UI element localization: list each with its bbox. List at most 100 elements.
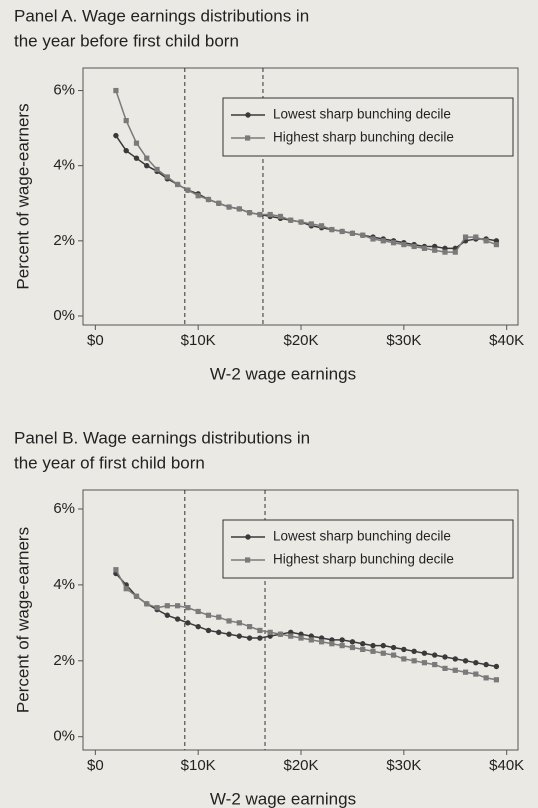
marker — [483, 661, 489, 668]
marker — [473, 234, 479, 240]
marker — [154, 605, 160, 611]
marker — [246, 210, 253, 216]
legend-marker — [245, 534, 251, 540]
marker — [133, 140, 140, 146]
marker — [349, 644, 356, 651]
marker — [236, 620, 242, 626]
legend-label: Highest sharp bunching decile — [273, 552, 454, 567]
marker — [185, 187, 191, 193]
x-tick-label: $40K — [489, 757, 524, 774]
x-tick-label: $30K — [386, 332, 421, 349]
marker — [493, 241, 500, 248]
y-axis-label: Percent of wage-earners — [13, 527, 32, 713]
marker — [288, 633, 294, 639]
marker — [318, 639, 325, 645]
marker — [277, 213, 284, 220]
marker — [462, 669, 469, 675]
marker — [298, 635, 304, 641]
marker — [257, 635, 263, 641]
marker — [205, 627, 212, 634]
x-tick-label: $0 — [87, 757, 104, 774]
y-tick-label: 2% — [53, 652, 75, 669]
marker — [339, 643, 345, 649]
x-tick-label: $40K — [489, 332, 524, 349]
marker — [442, 665, 448, 671]
marker — [493, 663, 500, 670]
marker — [267, 629, 273, 635]
x-tick-label: $20K — [283, 757, 318, 774]
marker — [288, 217, 294, 223]
marker — [308, 637, 314, 643]
marker — [329, 641, 335, 647]
marker — [452, 656, 458, 662]
plot-frame — [82, 67, 519, 326]
marker — [401, 656, 407, 662]
marker — [205, 612, 212, 618]
marker — [226, 618, 232, 624]
marker — [123, 118, 129, 124]
marker — [174, 616, 181, 622]
marker — [452, 667, 458, 673]
x-tick-label: $20K — [283, 332, 318, 349]
marker — [205, 196, 212, 203]
marker — [380, 650, 386, 656]
x-tick-label: $30K — [386, 757, 421, 774]
legend-label: Lowest sharp bunching decile — [273, 107, 451, 122]
marker — [411, 658, 417, 664]
marker — [144, 155, 150, 161]
chart-title: the year before first child born — [14, 31, 239, 50]
marker — [298, 219, 304, 225]
y-tick-label: 4% — [53, 157, 75, 174]
marker — [113, 132, 119, 139]
marker — [246, 635, 253, 641]
marker — [452, 249, 458, 255]
legend-box — [222, 519, 514, 579]
marker — [113, 87, 119, 94]
legend-box — [222, 97, 514, 157]
marker — [360, 641, 366, 647]
marker — [390, 644, 397, 651]
chart-title: Panel B. Wage earnings distributions in — [14, 428, 310, 447]
marker — [226, 631, 232, 637]
marker — [421, 660, 428, 666]
y-tick-label: 6% — [53, 500, 75, 517]
marker — [432, 661, 438, 668]
marker — [329, 226, 335, 233]
marker — [442, 654, 448, 660]
marker — [421, 650, 428, 656]
marker — [144, 162, 150, 169]
marker — [401, 646, 407, 653]
y-tick-label: 4% — [53, 576, 75, 593]
marker — [401, 241, 407, 248]
marker — [154, 166, 160, 173]
marker — [195, 608, 201, 615]
marker — [349, 230, 356, 236]
plot-frame — [82, 489, 519, 751]
marker — [195, 623, 201, 630]
marker — [432, 247, 438, 253]
y-tick-label: 2% — [53, 232, 75, 249]
marker — [318, 223, 325, 229]
marker — [483, 238, 489, 244]
marker — [421, 245, 428, 251]
marker — [164, 603, 170, 609]
marker — [370, 648, 376, 654]
marker — [349, 639, 356, 645]
marker — [390, 240, 397, 246]
marker — [164, 174, 170, 180]
marker — [185, 620, 191, 626]
marker — [380, 642, 386, 649]
marker — [195, 193, 201, 199]
marker — [390, 652, 397, 658]
marker — [308, 221, 314, 227]
marker — [411, 243, 417, 250]
marker — [257, 627, 263, 634]
marker — [133, 155, 140, 161]
marker — [123, 147, 129, 154]
marker — [473, 671, 479, 677]
marker — [380, 238, 386, 244]
x-axis-label: W-2 wage earnings — [210, 364, 356, 383]
marker — [175, 603, 181, 609]
y-tick-label: 6% — [53, 82, 75, 99]
